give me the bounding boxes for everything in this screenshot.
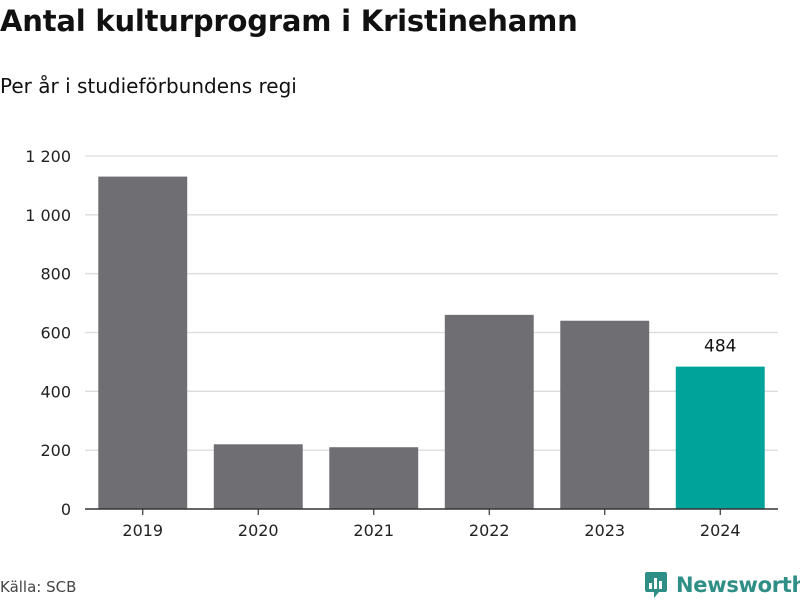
x-tick-label: 2019	[122, 521, 163, 540]
chart-title: Antal kulturprogram i Kristinehamn	[0, 4, 578, 38]
y-tick-label: 0	[61, 500, 71, 519]
source-note: Källa: SCB	[0, 578, 77, 596]
bar-2023	[560, 320, 650, 509]
brand-logo: Newsworthy	[644, 569, 800, 601]
y-tick-label: 800	[40, 265, 71, 284]
data-label: 484	[704, 337, 736, 357]
bar-2024	[675, 366, 765, 509]
bar-2022	[444, 314, 534, 509]
bar-2020	[213, 444, 303, 509]
x-tick-label: 2022	[469, 521, 510, 540]
y-tick-label: 200	[40, 441, 71, 460]
newsworthy-icon	[645, 572, 667, 598]
chart-subtitle: Per år i studieförbundens regi	[0, 74, 297, 98]
bar-2019	[98, 176, 188, 509]
y-tick-label: 600	[40, 324, 71, 343]
y-tick-label: 1 200	[25, 147, 71, 166]
x-tick-label: 2024	[700, 521, 741, 540]
y-tick-label: 400	[40, 382, 71, 401]
y-tick-label: 1 000	[25, 206, 71, 225]
x-tick-label: 2021	[353, 521, 394, 540]
brand-name: Newsworthy	[676, 573, 800, 597]
x-tick-label: 2023	[584, 521, 625, 540]
bar-2021	[329, 447, 419, 509]
x-tick-label: 2020	[238, 521, 279, 540]
